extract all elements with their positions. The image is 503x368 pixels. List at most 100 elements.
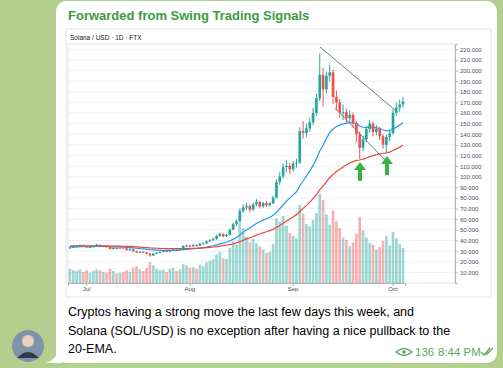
tick-mark	[455, 113, 458, 114]
volume-bar	[325, 214, 328, 283]
candle-body	[175, 249, 178, 250]
candle-wick	[143, 251, 144, 253]
candle-body	[252, 204, 255, 209]
volume-bar	[258, 246, 261, 283]
candle-wick	[203, 242, 204, 244]
candle-wick	[346, 109, 347, 124]
candle-body	[69, 247, 72, 248]
candle-body	[109, 247, 112, 249]
volume-bar	[92, 271, 95, 283]
candle-body	[75, 246, 78, 247]
y-tick: 160.000	[455, 110, 482, 116]
candle-wick	[296, 159, 297, 168]
candle-body	[149, 254, 152, 256]
tick-mark	[455, 219, 458, 220]
candle-body	[132, 249, 135, 251]
y-tick: 120.000	[455, 153, 482, 159]
candle-wick	[396, 103, 397, 116]
y-tick: 10.000	[455, 270, 479, 276]
candle-wick	[253, 203, 254, 211]
avatar-body	[17, 352, 39, 358]
candle-wick	[323, 68, 324, 106]
candle-body	[105, 246, 108, 247]
candle-wick	[173, 249, 174, 251]
volume-bar	[89, 273, 92, 283]
candle-wick	[119, 247, 120, 249]
tick-label: 180.000	[460, 89, 482, 95]
tick-mark	[455, 230, 458, 231]
y-tick: 210.000	[455, 57, 482, 63]
candle-wick	[256, 199, 257, 206]
candle-body	[212, 239, 215, 240]
candle-body	[382, 136, 385, 144]
candle-body	[85, 246, 88, 247]
candle-body	[232, 224, 235, 230]
volume-bar	[95, 269, 98, 283]
volume-bar	[285, 226, 288, 283]
candle-body	[82, 245, 85, 246]
candle-wick	[249, 205, 250, 213]
volume-bar	[302, 214, 305, 283]
candle-body	[392, 113, 395, 134]
volume-bar	[215, 254, 218, 283]
tick-mark	[455, 102, 458, 103]
tick-mark	[455, 198, 458, 199]
tick-mark	[455, 209, 458, 210]
volume-bar	[142, 271, 145, 283]
volume-bar	[368, 243, 371, 283]
volume-bar	[79, 269, 82, 283]
candle-wick	[356, 121, 357, 142]
tick-mark	[455, 241, 458, 242]
candle-body	[172, 249, 175, 250]
candle-body	[395, 108, 398, 113]
volume-bar	[129, 272, 132, 283]
tick-label: 190.000	[460, 79, 482, 85]
candle-body	[92, 246, 95, 247]
volume-bar	[199, 265, 202, 283]
caption-line: Cryptos having a strong move the last fe…	[68, 305, 414, 319]
candle-body	[332, 72, 335, 97]
volume-bar	[268, 252, 271, 283]
volume-bar	[385, 236, 388, 283]
volume-bar	[109, 269, 112, 283]
candle-body	[192, 245, 195, 246]
axis-line	[69, 284, 406, 287]
volume-bar	[322, 200, 325, 283]
candle-wick	[329, 65, 330, 82]
tick-mark	[455, 81, 458, 82]
candle-wick	[273, 196, 274, 204]
volume-bar	[72, 270, 75, 283]
y-tick: 200.000	[455, 68, 482, 74]
volume-bar	[135, 266, 138, 283]
candle-body	[342, 112, 345, 113]
candle-body	[122, 248, 125, 249]
candle-wick	[279, 172, 280, 185]
channel-line	[335, 108, 385, 160]
candle-wick	[99, 244, 100, 247]
candle-body	[159, 252, 162, 253]
tick-mark	[455, 60, 458, 61]
avatar	[12, 330, 44, 362]
candle-wick	[229, 228, 230, 235]
candle-wick	[149, 253, 150, 256]
candle-body	[375, 129, 378, 132]
candle-body	[72, 247, 75, 248]
chat-background	[0, 0, 503, 368]
candle-wick	[103, 245, 104, 247]
candle-body	[272, 198, 275, 204]
volume-bar	[149, 262, 152, 283]
candle-body	[308, 122, 311, 128]
candle-wick	[236, 220, 237, 226]
grid-line	[68, 176, 455, 177]
volume-bar	[202, 266, 205, 283]
candle-wick	[109, 246, 110, 249]
y-tick: 60.000	[455, 217, 479, 223]
tick-label: 30.000	[460, 249, 479, 255]
avatar-circle	[12, 330, 44, 362]
volume-bar	[182, 264, 185, 283]
volume-bar	[115, 273, 118, 283]
candle-body	[352, 115, 355, 124]
candle-body	[398, 104, 401, 107]
candle-body	[388, 133, 391, 137]
tick-mark	[455, 49, 458, 50]
